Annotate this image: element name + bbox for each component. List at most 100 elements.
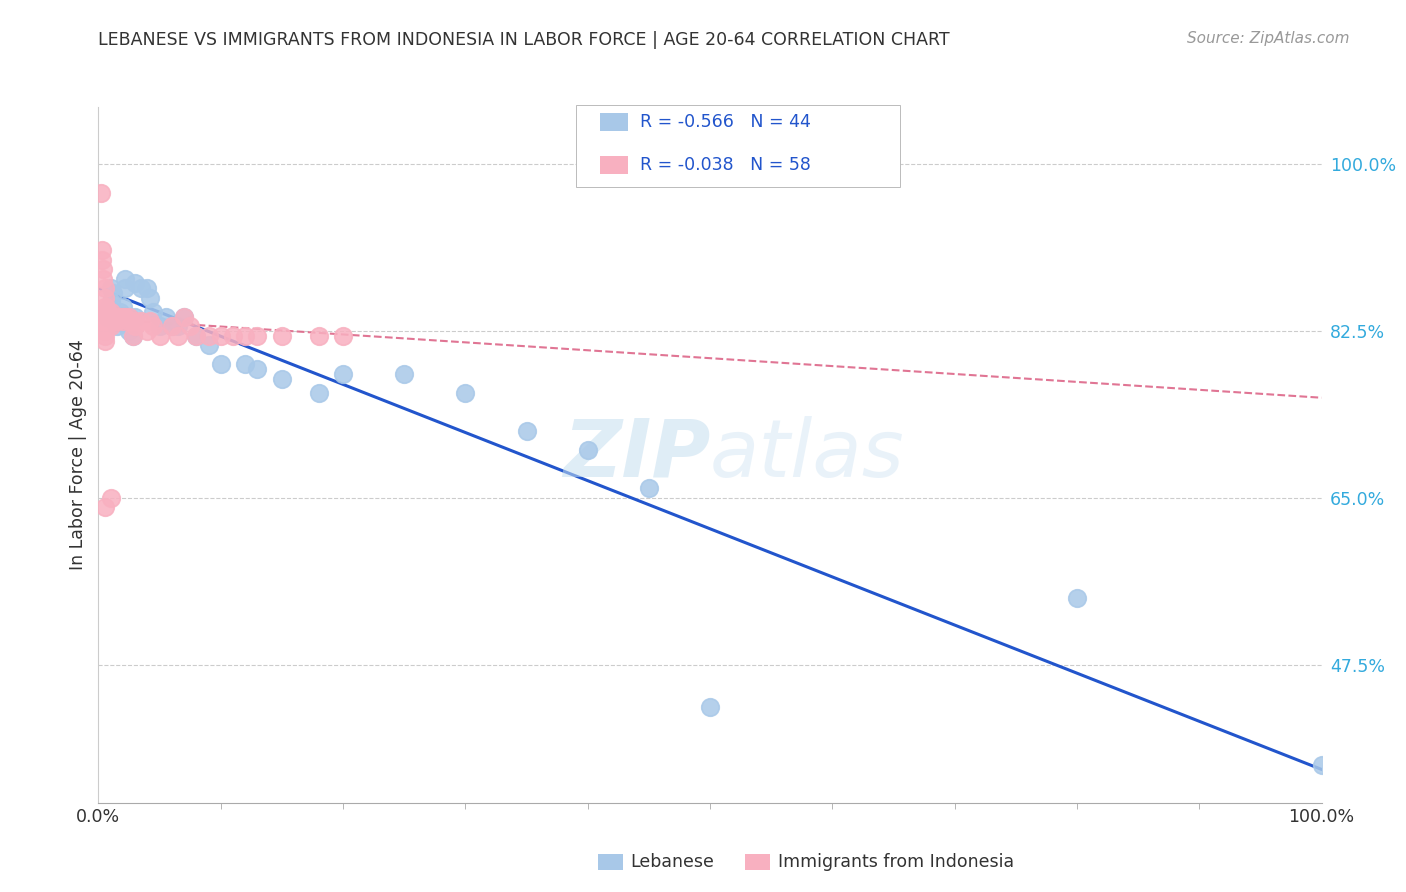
Point [246, 328, 269, 343]
Point [124, 314, 146, 328]
Point [209, 328, 232, 343]
Point [93, 310, 115, 324]
Point [90, 186, 112, 200]
Text: R = -0.038   N = 58: R = -0.038 N = 58 [640, 156, 811, 174]
Text: LEBANESE VS IMMIGRANTS FROM INDONESIA IN LABOR FORCE | AGE 20-64 CORRELATION CHA: LEBANESE VS IMMIGRANTS FROM INDONESIA IN… [98, 31, 950, 49]
Point [111, 300, 134, 314]
Point [105, 310, 128, 324]
Point [111, 310, 134, 324]
Point [91, 271, 114, 285]
Point [197, 338, 219, 352]
Point [149, 328, 172, 343]
Point [173, 310, 195, 324]
Point [100, 281, 122, 295]
Point [91, 252, 114, 267]
Point [1310, 757, 1333, 772]
Point [332, 328, 354, 343]
Point [96, 319, 118, 334]
Point [186, 328, 208, 343]
Text: atlas: atlas [710, 416, 905, 494]
Point [100, 295, 122, 310]
Point [114, 281, 136, 295]
Point [233, 357, 256, 371]
Point [136, 281, 159, 295]
Point [96, 314, 118, 328]
Point [179, 319, 201, 334]
Point [105, 319, 128, 334]
Point [110, 314, 132, 328]
Point [100, 319, 122, 334]
Point [93, 324, 115, 338]
Point [118, 324, 141, 338]
Point [97, 310, 120, 324]
Point [114, 310, 136, 324]
Point [209, 357, 232, 371]
Point [110, 310, 132, 324]
Point [142, 319, 165, 334]
Point [308, 328, 330, 343]
Point [515, 424, 537, 438]
Point [186, 328, 208, 343]
Point [110, 305, 132, 319]
Point [167, 328, 190, 343]
Point [270, 328, 294, 343]
Point [121, 328, 143, 343]
Point [576, 443, 599, 458]
Point [118, 310, 141, 324]
Point [124, 319, 146, 334]
Point [101, 310, 124, 324]
Text: Immigrants from Indonesia: Immigrants from Indonesia [778, 853, 1014, 871]
Text: R = -0.566   N = 44: R = -0.566 N = 44 [640, 113, 811, 131]
Point [308, 386, 330, 401]
Point [100, 314, 122, 328]
Point [155, 310, 177, 324]
Point [91, 262, 114, 277]
Point [160, 319, 183, 334]
Point [699, 700, 721, 714]
Point [139, 314, 162, 328]
Point [91, 243, 114, 257]
Text: ZIP: ZIP [562, 416, 710, 494]
Point [105, 314, 128, 328]
Point [93, 500, 115, 515]
Point [93, 314, 115, 328]
Point [149, 319, 172, 334]
Point [101, 285, 124, 300]
Point [124, 310, 146, 324]
Point [142, 305, 165, 319]
Point [100, 305, 122, 319]
Y-axis label: In Labor Force | Age 20-64: In Labor Force | Age 20-64 [69, 340, 87, 570]
Point [93, 328, 115, 343]
Point [246, 362, 269, 376]
Point [93, 291, 115, 305]
Point [101, 314, 124, 328]
Point [100, 491, 122, 505]
Point [124, 277, 146, 291]
Point [100, 310, 122, 324]
Point [94, 300, 117, 314]
Point [105, 310, 128, 324]
Text: Source: ZipAtlas.com: Source: ZipAtlas.com [1187, 31, 1350, 46]
Point [1066, 591, 1088, 605]
Point [118, 314, 141, 328]
Point [129, 314, 152, 328]
Point [111, 314, 134, 328]
Point [118, 310, 141, 324]
Point [136, 324, 159, 338]
Point [270, 372, 294, 386]
Text: Lebanese: Lebanese [630, 853, 714, 871]
Point [454, 386, 477, 401]
Point [173, 310, 195, 324]
Point [392, 367, 416, 381]
Point [93, 305, 115, 319]
Point [637, 481, 661, 495]
Point [98, 314, 121, 328]
Point [332, 367, 354, 381]
Point [129, 281, 152, 295]
Point [167, 319, 190, 334]
Point [111, 314, 134, 328]
Point [222, 328, 245, 343]
Point [93, 300, 115, 314]
Point [160, 319, 183, 334]
Point [114, 271, 136, 285]
